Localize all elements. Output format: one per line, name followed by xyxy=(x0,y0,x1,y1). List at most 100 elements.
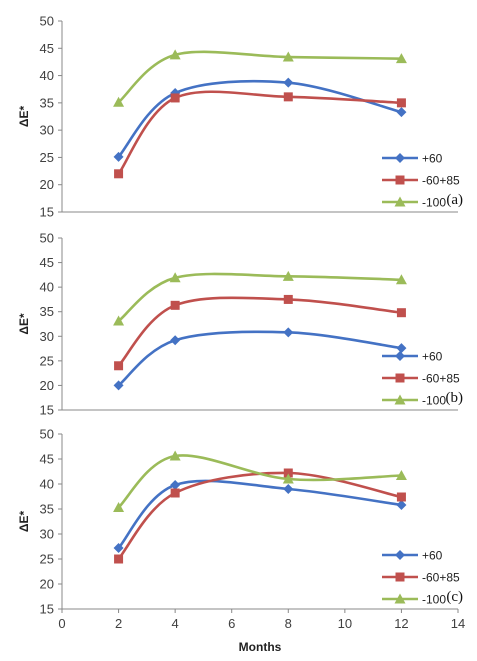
series-line xyxy=(117,272,402,323)
legend-item: +60 xyxy=(382,152,443,166)
data-point xyxy=(283,294,293,304)
legend-item: -60+85 xyxy=(382,372,460,386)
chart-panel: 15 20 25 30 35 40 45 50 ΔE* +60 -60+85 -100 (a) xyxy=(17,14,463,220)
data-point xyxy=(282,270,294,281)
data-point xyxy=(396,308,406,318)
data-point xyxy=(114,361,124,371)
legend-label: -100 xyxy=(422,394,446,408)
x-tick-label: 8 xyxy=(285,616,292,631)
data-point xyxy=(114,554,124,564)
y-tick-label: 50 xyxy=(40,231,54,246)
data-point xyxy=(283,484,294,494)
y-tick-label: 25 xyxy=(40,353,54,368)
data-point xyxy=(113,151,124,162)
legend-label: -60+85 xyxy=(422,174,460,188)
y-tick-label: 35 xyxy=(40,502,54,517)
legend-marker xyxy=(394,593,406,604)
data-point xyxy=(282,473,294,484)
y-tick-label: 45 xyxy=(40,255,54,270)
data-point xyxy=(283,468,293,478)
legend-item: +60 xyxy=(382,350,443,364)
data-point xyxy=(283,92,293,102)
data-point xyxy=(283,77,294,88)
chart-panel: 15 20 25 30 35 40 45 50 ΔE* +60 -60+85 -100 (b) xyxy=(17,231,463,418)
y-tick-label: 45 xyxy=(40,41,54,56)
x-axis-title: Months xyxy=(239,640,282,654)
y-tick-label: 30 xyxy=(40,329,54,344)
panel-label: (a) xyxy=(446,192,463,208)
data-point xyxy=(395,274,407,285)
data-point xyxy=(396,343,407,354)
legend-marker xyxy=(395,351,405,361)
panel-label: (b) xyxy=(446,390,464,406)
y-tick-label: 15 xyxy=(40,205,54,220)
y-tick-label: 35 xyxy=(40,304,54,319)
data-point xyxy=(395,53,407,64)
y-tick-label: 40 xyxy=(40,280,54,295)
legend-label: -100 xyxy=(422,196,446,210)
series-p60 xyxy=(113,77,407,162)
data-point xyxy=(113,543,124,553)
x-tick-label: 12 xyxy=(394,616,408,631)
y-tick-label: 30 xyxy=(40,527,54,542)
y-tick-label: 40 xyxy=(40,68,54,83)
data-point xyxy=(114,169,124,179)
y-tick-label: 30 xyxy=(40,123,54,138)
data-point xyxy=(282,51,294,62)
y-axis-title: ΔE* xyxy=(17,313,31,335)
data-point xyxy=(170,93,180,103)
series-m60p85 xyxy=(114,90,406,179)
legend-label: +60 xyxy=(422,152,443,166)
x-tick-label: 10 xyxy=(338,616,352,631)
y-tick-label: 25 xyxy=(40,552,54,567)
legend-marker xyxy=(395,153,405,163)
data-point xyxy=(396,98,406,108)
legend-label: -60+85 xyxy=(422,372,460,386)
series-m60p85 xyxy=(114,468,406,564)
y-axis-title: ΔE* xyxy=(17,106,31,128)
legend-item: -100 xyxy=(382,196,446,210)
y-tick-label: 15 xyxy=(40,602,54,617)
series-p60 xyxy=(113,479,407,553)
series-line xyxy=(117,454,402,509)
y-tick-label: 35 xyxy=(40,95,54,110)
y-axis-title: ΔE* xyxy=(17,511,31,533)
data-point xyxy=(113,96,125,107)
series-line xyxy=(117,50,402,104)
data-point xyxy=(396,492,406,502)
legend-marker xyxy=(395,175,405,185)
chart-panel: 15 20 25 30 35 40 45 50 0 2 4 6 8 10 12 14 ΔE* Months +60 -… xyxy=(17,427,465,655)
x-tick-label: 4 xyxy=(172,616,179,631)
y-tick-label: 40 xyxy=(40,477,54,492)
data-point xyxy=(169,49,181,60)
data-point xyxy=(169,272,181,283)
x-tick-label: 6 xyxy=(228,616,235,631)
y-tick-label: 25 xyxy=(40,150,54,165)
y-tick-label: 50 xyxy=(40,14,54,29)
x-tick-label: 14 xyxy=(451,616,465,631)
y-tick-label: 50 xyxy=(40,427,54,442)
series-p60 xyxy=(113,327,407,391)
series-m100 xyxy=(113,49,407,107)
data-point xyxy=(396,107,407,118)
series-line xyxy=(117,296,402,367)
series-m100 xyxy=(113,450,407,512)
series-line xyxy=(117,471,402,560)
data-point xyxy=(170,300,180,310)
y-tick-label: 20 xyxy=(40,177,54,192)
data-point xyxy=(170,480,181,490)
legend-marker xyxy=(394,196,406,207)
legend-label: +60 xyxy=(422,350,443,364)
data-point xyxy=(169,450,181,461)
legend-marker xyxy=(394,394,406,405)
data-point xyxy=(113,380,124,391)
data-point xyxy=(283,327,294,338)
legend-label: +60 xyxy=(422,549,443,563)
series-line xyxy=(117,479,402,549)
panel-label: (c) xyxy=(446,589,463,605)
y-tick-label: 45 xyxy=(40,452,54,467)
data-point xyxy=(113,315,125,326)
data-point xyxy=(170,335,181,346)
legend-label: -100 xyxy=(422,593,446,607)
